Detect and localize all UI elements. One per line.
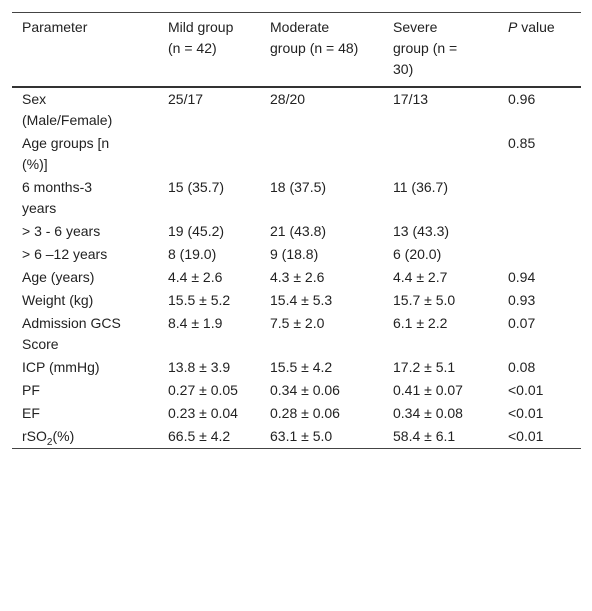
table-cell: 0.85 — [508, 135, 536, 151]
table-cell: 8.4 ± 1.9 — [168, 315, 223, 331]
table-cell: PF — [22, 382, 40, 398]
table-cell — [260, 132, 383, 176]
table-cell: 4.4 ± 2.7 — [393, 269, 448, 285]
table-row: > 3 - 6 years 19 (45.2) 21 (43.8) 13 (43.3) — [12, 220, 581, 243]
table-row: Admission GCS Score 8.4 ± 1.9 7.5 ± 2.0 6.1… — [12, 312, 581, 356]
table-cell: 6 (20.0) — [393, 246, 442, 262]
table-row: Age groups [n (%)] 0.85 — [12, 132, 581, 176]
header-cell: Mild group (n = 42) — [158, 12, 260, 88]
table-cell — [498, 176, 581, 220]
table-cell — [383, 132, 498, 176]
table-cell: 15.5 ± 5.2 — [168, 292, 231, 308]
table-cell: > 3 - 6 years — [22, 223, 101, 239]
table-body: Sex (Male/Female) 25/17 28/20 17/13 0.96 Age … — [12, 87, 581, 449]
header-cell: P value — [498, 12, 581, 88]
table-cell: Weight (kg) — [22, 292, 94, 308]
table-cell: Age (years) — [22, 269, 95, 285]
table-cell: 15 (35.7) — [168, 179, 225, 195]
table-cell: 15.5 ± 4.2 — [270, 359, 333, 375]
table-cell: 0.28 ± 0.06 — [270, 405, 340, 421]
table-cell: 66.5 ± 4.2 — [168, 428, 231, 444]
table-cell: 58.4 ± 6.1 — [393, 428, 456, 444]
table-cell: <0.01 — [508, 428, 544, 444]
table-cell: 0.23 ± 0.04 — [168, 405, 238, 421]
data-table: Parameter Mild group (n = 42) Moderate gro… — [12, 12, 581, 449]
table-cell: 0.34 ± 0.06 — [270, 382, 340, 398]
table-cell — [498, 243, 581, 266]
table-cell: Sex (Male/Female) — [22, 91, 113, 128]
table-row: Age (years) 4.4 ± 2.6 4.3 ± 2.6 4.4 ± 2.7 0.… — [12, 266, 581, 289]
table-row: EF 0.23 ± 0.04 0.28 ± 0.06 0.34 ± 0.08 <0.01 — [12, 402, 581, 425]
table-cell: EF — [22, 405, 40, 421]
table-cell: 18 (37.5) — [270, 179, 327, 195]
table-cell: ICP (mmHg) — [22, 359, 100, 375]
table-cell — [158, 132, 260, 176]
table-cell: 0.94 — [508, 269, 536, 285]
table-cell: 4.4 ± 2.6 — [168, 269, 223, 285]
table-cell: 28/20 — [270, 91, 306, 107]
table-cell: 17/13 — [393, 91, 429, 107]
table-cell: <0.01 — [508, 405, 544, 421]
table-cell: 19 (45.2) — [168, 223, 225, 239]
table-cell: 0.27 ± 0.05 — [168, 382, 238, 398]
table-cell: 15.4 ± 5.3 — [270, 292, 333, 308]
table-cell: 7.5 ± 2.0 — [270, 315, 325, 331]
header-cell: Severe group (n = 30) — [383, 12, 498, 88]
table-cell: 0.93 — [508, 292, 536, 308]
table-cell — [498, 220, 581, 243]
table-row: 6 months-3 years 15 (35.7) 18 (37.5) 11 (36… — [12, 176, 581, 220]
table-cell: 0.07 — [508, 315, 536, 331]
table-cell: 0.34 ± 0.08 — [393, 405, 463, 421]
table-cell: > 6 –12 years — [22, 246, 108, 262]
table-cell: 25/17 — [168, 91, 204, 107]
subscript: 2 — [46, 436, 53, 448]
table-row: Sex (Male/Female) 25/17 28/20 17/13 0.96 — [12, 87, 581, 132]
table-cell: 4.3 ± 2.6 — [270, 269, 325, 285]
table-cell: <0.01 — [508, 382, 544, 398]
italic-text: P — [508, 19, 518, 35]
table-cell: 63.1 ± 5.0 — [270, 428, 333, 444]
cell-text: (%) — [52, 428, 75, 444]
cell-text: rSO — [22, 428, 47, 444]
table-cell: 13.8 ± 3.9 — [168, 359, 231, 375]
table-cell: 0.96 — [508, 91, 536, 107]
header-cell: Parameter — [12, 12, 158, 88]
table-row: > 6 –12 years 8 (19.0) 9 (18.8) 6 (20.0) — [12, 243, 581, 266]
table-row: ICP (mmHg) 13.8 ± 3.9 15.5 ± 4.2 17.2 ± 5.1… — [12, 356, 581, 379]
table-row: rSO2(%) 66.5 ± 4.2 63.1 ± 5.0 58.4 ± 6.1 <0.… — [12, 425, 581, 449]
table-cell: 17.2 ± 5.1 — [393, 359, 456, 375]
table-cell: Admission GCS Score — [22, 315, 121, 352]
table-cell: 9 (18.8) — [270, 246, 319, 262]
table-row: Weight (kg) 15.5 ± 5.2 15.4 ± 5.3 15.7 ± 5.… — [12, 289, 581, 312]
header-row: Parameter Mild group (n = 42) Moderate gro… — [12, 12, 581, 88]
table-cell: rSO2(%) — [12, 425, 158, 449]
header-cell: Moderate group (n = 48) — [260, 12, 383, 88]
table-cell: Age groups [n (%)] — [22, 135, 110, 172]
table-cell: 6 months-3 years — [22, 179, 93, 216]
table-cell: 6.1 ± 2.2 — [393, 315, 448, 331]
table-cell: 8 (19.0) — [168, 246, 217, 262]
table-cell: 11 (36.7) — [393, 179, 448, 195]
table-cell: 0.41 ± 0.07 — [393, 382, 463, 398]
table-cell: 0.08 — [508, 359, 536, 375]
table-cell: 15.7 ± 5.0 — [393, 292, 456, 308]
table-cell: 13 (43.3) — [393, 223, 450, 239]
table-cell: 21 (43.8) — [270, 223, 327, 239]
cell-text: value — [521, 19, 555, 35]
table-row: PF 0.27 ± 0.05 0.34 ± 0.06 0.41 ± 0.07 <0.01 — [12, 379, 581, 402]
